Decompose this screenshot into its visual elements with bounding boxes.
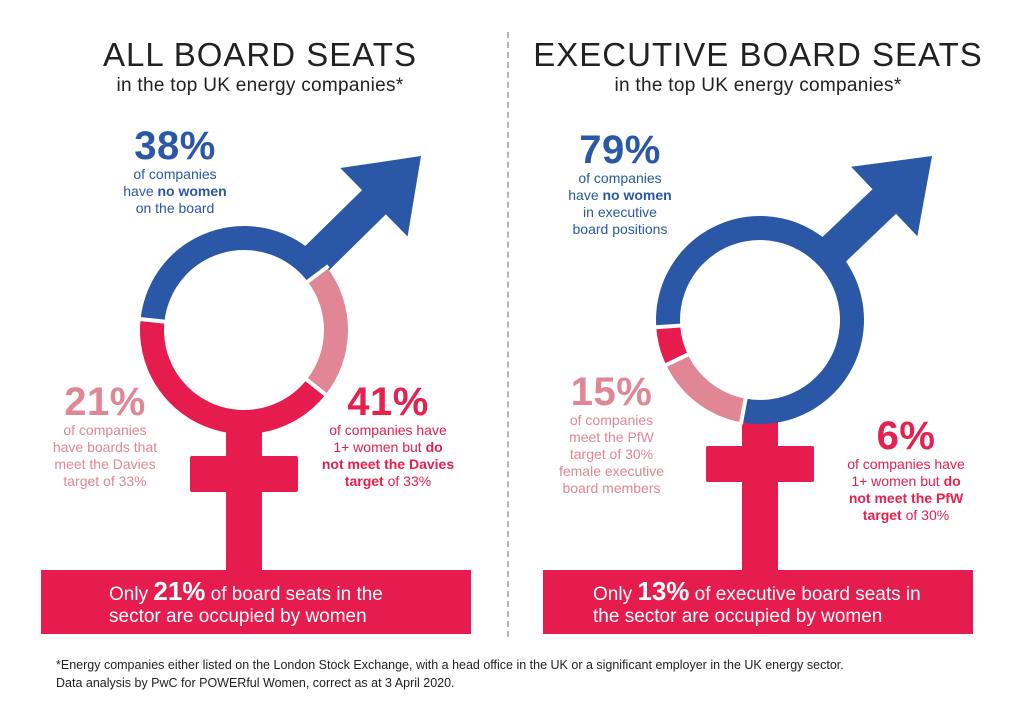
- left-meet-pct: 21%: [64, 380, 146, 424]
- left-cross-bar: [190, 456, 298, 492]
- left-banner-line1: Only 21% of board seats in the: [109, 576, 383, 606]
- right-no-women-pct: 79%: [579, 128, 661, 172]
- left-not-meet-pct: 41%: [347, 380, 429, 424]
- left-not-meet-line1: of companies have: [329, 422, 447, 438]
- right-ring-gap-1: [654, 323, 683, 330]
- right-cross-stem: [742, 400, 778, 578]
- right-not-meet-line3: not meet the PfW: [848, 490, 964, 506]
- right-no-women-line3: in executive: [583, 204, 657, 220]
- footnote-line2: Data analysis by PwC for POWERful Women,…: [56, 676, 455, 690]
- right-no-women-line4: board positions: [572, 221, 668, 237]
- left-subtitle: in the top UK energy companies*: [116, 75, 404, 96]
- left-meet-line2: have boards that: [52, 439, 158, 455]
- footnote-line1: *Energy companies either listed on the L…: [56, 658, 844, 672]
- right-ring-gap-2: [738, 396, 748, 425]
- left-ring-segment-3: [139, 319, 326, 434]
- right-banner-line1: Only 13% of executive board seats in: [593, 576, 921, 606]
- left-title: ALL BOARD SEATS: [103, 36, 417, 73]
- right-arrow-head: [851, 156, 932, 237]
- left-no-women-pct: 38%: [134, 124, 216, 168]
- left-no-women-label: 38% of companies have no women on the bo…: [100, 126, 250, 217]
- left-no-women-line2: have no women: [123, 183, 227, 199]
- left-ring-segment-1: [140, 226, 327, 322]
- right-ring-segment-3: [656, 325, 688, 365]
- left-cross-stem: [226, 410, 262, 588]
- left-arrow-head: [340, 156, 421, 237]
- right-meet-line1: of companies: [569, 412, 654, 428]
- right-not-meet-line1: of companies have: [847, 456, 965, 472]
- right-meet-line3: target of 30%: [569, 446, 654, 462]
- right-meet-pct: 15%: [570, 370, 653, 414]
- right-not-meet-line2: 1+ women but do: [851, 473, 961, 489]
- right-meet-line5: board members: [562, 480, 661, 496]
- left-not-meet-line4: target of 33%: [344, 473, 432, 489]
- left-ring-gap-1: [138, 316, 167, 324]
- left-no-women-line3: on the board: [135, 200, 215, 216]
- right-no-women-line1: of companies: [578, 170, 662, 186]
- left-ring-gap-3: [303, 376, 329, 398]
- right-no-women-line2: have no women: [568, 187, 672, 203]
- left-summary-banner: Only 21% of board seats in the sector ar…: [41, 570, 471, 634]
- right-not-meet-pct: 6%: [876, 414, 936, 458]
- right-meet-label: 15% of companies meet the PfW target of …: [534, 372, 689, 497]
- left-meet-line3: meet the Davies: [54, 456, 156, 472]
- left-not-meet-label: 41% of companies have 1+ women but do no…: [308, 382, 468, 490]
- right-not-meet-line4: target of 30%: [862, 507, 950, 523]
- section-divider: [507, 32, 509, 637]
- right-subtitle: in the top UK energy companies*: [614, 75, 902, 96]
- left-banner-line2: sector are occupied by women: [109, 606, 367, 627]
- right-cross-bar: [706, 446, 814, 482]
- footnote: *Energy companies either listed on the L…: [56, 656, 844, 692]
- right-banner-line2: the sector are occupied by women: [593, 606, 883, 627]
- right-meet-line2: meet the PfW: [569, 429, 654, 445]
- right-not-meet-label: 6% of companies have 1+ women but do not…: [826, 416, 986, 524]
- left-meet-label: 21% of companies have boards that meet t…: [30, 382, 180, 490]
- right-no-women-label: 79% of companies have no women in execut…: [545, 130, 695, 238]
- left-no-women-line1: of companies: [133, 166, 217, 182]
- right-title: EXECUTIVE BOARD SEATS: [533, 36, 983, 73]
- left-meet-line1: of companies: [63, 422, 147, 438]
- left-ring-segment-2: [306, 267, 348, 395]
- right-ring-gap-3: [663, 351, 691, 368]
- right-ring-segment-2: [666, 354, 746, 423]
- right-summary-banner: Only 13% of executive board seats in the…: [543, 570, 973, 634]
- left-not-meet-line3: not meet the Davies: [321, 456, 455, 472]
- left-meet-line4: target of 33%: [63, 473, 147, 489]
- left-not-meet-line2: 1+ women but do: [333, 439, 443, 455]
- left-ring-gap-2: [304, 264, 330, 285]
- right-meet-line4: female executive: [558, 463, 665, 479]
